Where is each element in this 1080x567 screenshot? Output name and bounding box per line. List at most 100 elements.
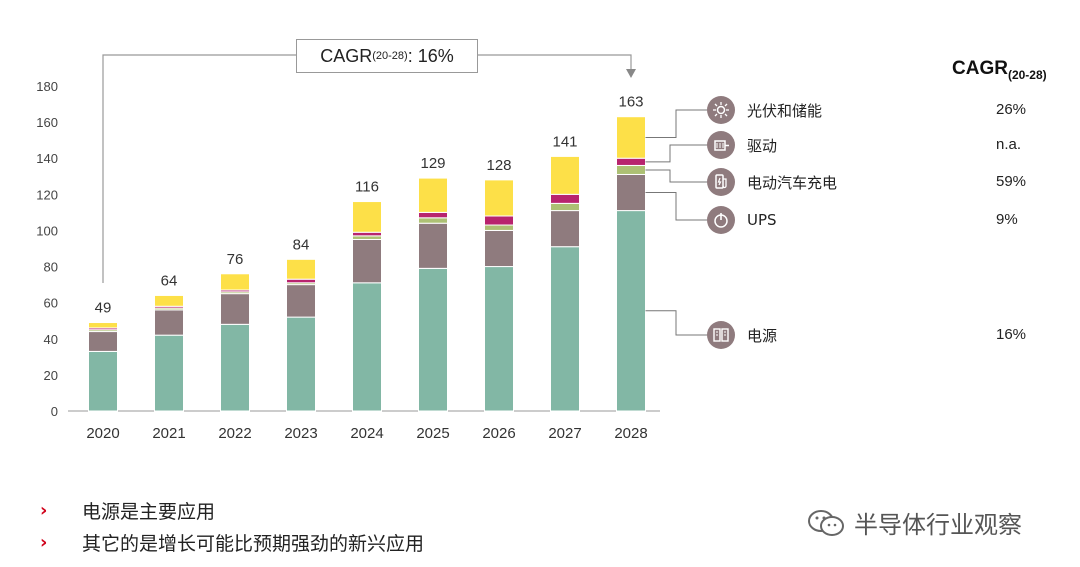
cagr-value-power: 16% [996, 326, 1027, 343]
bullet-text: 电源是主要应用 [82, 501, 216, 523]
legend-item-power: 电源 [707, 321, 777, 349]
legend-connector [645, 192, 707, 221]
x-tick-label: 2025 [416, 425, 449, 442]
bar-segment-2023 [286, 258, 316, 280]
bar-segment-2026 [484, 215, 514, 226]
y-tick-label: 140 [36, 151, 58, 166]
total-label: 129 [420, 155, 445, 172]
bar-segment-2020 [88, 322, 118, 329]
bar-segment-2025 [418, 177, 448, 213]
x-tick-label: 2027 [548, 425, 581, 442]
bar-segment-2025 [418, 267, 448, 412]
cagr-header-period: (20-28) [1007, 68, 1047, 82]
bar-segment-2023 [286, 284, 316, 318]
y-tick-label: 80 [44, 260, 58, 275]
bar-segment-2028 [616, 157, 646, 166]
bar-segment-2026 [484, 266, 514, 412]
bar-segment-2027 [550, 210, 580, 248]
ev-charger-icon [707, 168, 735, 196]
bar-segment-2022 [220, 273, 250, 291]
y-tick-label: 160 [36, 115, 58, 130]
x-tick-label: 2026 [482, 425, 515, 442]
power-supply-icon [707, 321, 735, 349]
bar-segment-2023 [286, 278, 316, 284]
bar-segment-2027 [550, 193, 580, 204]
bullet-item: › 电源是主要应用 [40, 497, 215, 524]
legend-connector [645, 169, 707, 183]
bullet-item: › 其它的是增长可能比预期强劲的新兴应用 [40, 529, 424, 556]
y-tick-label: 40 [44, 332, 58, 347]
total-label: 163 [618, 94, 643, 111]
bar-segment-2024 [352, 201, 382, 233]
bar-segment-2027 [550, 246, 580, 412]
x-tick-label: 2020 [86, 425, 119, 442]
bar-segment-2022 [220, 293, 250, 325]
legend-connector [645, 109, 707, 138]
motor-icon [707, 131, 735, 159]
bar-segment-2021 [154, 334, 184, 412]
bar-segment-2024 [352, 238, 382, 284]
overall-cagr-value: : 16% [407, 45, 454, 66]
y-tick-label: 180 [36, 79, 58, 94]
watermark-text: 半导体行业观察 [854, 511, 1022, 539]
total-label: 49 [95, 300, 112, 317]
x-axis: 2020 2021 2022 2023 2024 2025 2026 2027 2028 [86, 425, 647, 442]
y-tick-label: 0 [51, 404, 58, 419]
x-tick-label: 2028 [614, 425, 647, 442]
overall-cagr-period: (20-28) [372, 50, 408, 62]
total-label: 116 [355, 179, 379, 196]
legend-label-power: 电源 [747, 326, 778, 345]
bar-segment-2025 [418, 217, 448, 224]
cagr-arrow [102, 54, 636, 283]
total-label: 141 [552, 133, 577, 150]
legend-connectors [645, 109, 707, 336]
bar-segment-2028 [616, 210, 646, 412]
watermark: 半导体行业观察 [806, 505, 1022, 540]
bar-segment-2025 [418, 222, 448, 269]
overall-cagr-label: CAGR [320, 45, 373, 66]
total-label: 64 [161, 272, 178, 289]
legend-label-drive: 驱动 [747, 136, 778, 155]
bar-segment-2020 [88, 350, 118, 412]
bar-segment-2024 [352, 231, 382, 237]
total-label: 84 [293, 236, 310, 253]
solar-icon [707, 96, 735, 124]
bar-segment-2026 [484, 229, 514, 268]
bar-segment-2024 [352, 235, 382, 240]
cagr-bracket-line [102, 54, 632, 283]
bar-segment-2028 [616, 116, 646, 159]
legend-connector [645, 144, 707, 163]
x-tick-label: 2021 [152, 425, 185, 442]
cagr-value-drive: n.a. [996, 136, 1022, 153]
cagr-value-ups: 9% [996, 211, 1018, 228]
bar-segment-2026 [484, 224, 514, 231]
bar-segment-2023 [286, 316, 316, 412]
total-label: 76 [227, 251, 244, 268]
x-tick-label: 2024 [350, 425, 383, 442]
bar-segment-2024 [352, 282, 382, 412]
bars [88, 116, 646, 412]
x-tick-label: 2022 [218, 425, 251, 442]
bar-segment-2028 [616, 164, 646, 175]
y-tick-label: 20 [44, 368, 58, 383]
legend-label-ups: UPS [747, 211, 777, 229]
cagr-column-header: CAGR(20-28) [952, 58, 1047, 82]
y-tick-label: 100 [36, 223, 58, 238]
bar-segment-2022 [220, 323, 250, 412]
legend-item-ups: UPS [707, 206, 777, 234]
overall-cagr-box: CAGR (20-28): 16% [296, 39, 478, 73]
x-tick-label: 2023 [284, 425, 317, 442]
bullet-text: 其它的是增长可能比预期强劲的新兴应用 [82, 533, 425, 555]
bar-segment-2020 [88, 331, 118, 352]
legend-label-solar: 光伏和储能 [747, 101, 823, 120]
cagr-arrowhead [626, 69, 636, 78]
total-label: 128 [486, 157, 511, 174]
bullet-marker: › [40, 500, 48, 521]
legend-item-ev: 电动汽车充电 [707, 168, 837, 196]
bar-segment-2027 [550, 155, 580, 195]
cagr-value-solar: 26% [996, 101, 1027, 118]
cagr-value-ev: 59% [996, 173, 1027, 190]
bullet-marker: › [40, 532, 48, 553]
legend-item-drive: 驱动 [707, 131, 777, 159]
legend-label-ev: 电动汽车充电 [747, 173, 838, 192]
